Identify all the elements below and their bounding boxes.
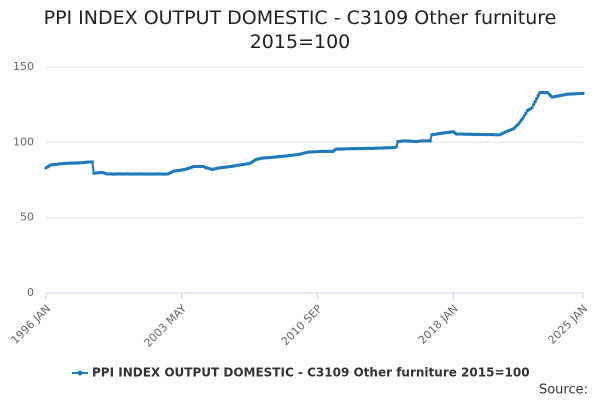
x-tick-label: 2010 SEP: [279, 302, 325, 348]
y-tick-label: 0: [27, 286, 34, 299]
y-tick-label: 50: [20, 211, 34, 224]
data-point: [521, 116, 525, 120]
y-tick-label: 100: [13, 135, 34, 148]
data-point: [90, 160, 94, 164]
x-tick-label: 2003 MAY: [141, 302, 189, 350]
x-tick-label: 2025 JAN: [545, 302, 590, 347]
source: Source:: [539, 383, 588, 398]
data-point: [522, 114, 526, 118]
y-tick-label: 150: [13, 60, 34, 73]
legend-label: PPI INDEX OUTPUT DOMESTIC - C3109 Other …: [92, 366, 530, 380]
x-tick-label: 1996 JAN: [8, 302, 53, 347]
legend-marker: [77, 370, 83, 376]
data-point: [536, 94, 540, 98]
data-point: [535, 97, 539, 101]
data-point: [428, 139, 432, 143]
chart-title: PPI INDEX OUTPUT DOMESTIC - C3109 Other …: [43, 7, 557, 53]
data-point: [394, 145, 398, 149]
x-tick-label: 2018 JAN: [416, 302, 461, 347]
data-point: [532, 103, 536, 107]
data-point: [524, 111, 528, 115]
data-point: [533, 100, 537, 104]
data-point: [581, 91, 585, 95]
data-point: [530, 106, 534, 110]
